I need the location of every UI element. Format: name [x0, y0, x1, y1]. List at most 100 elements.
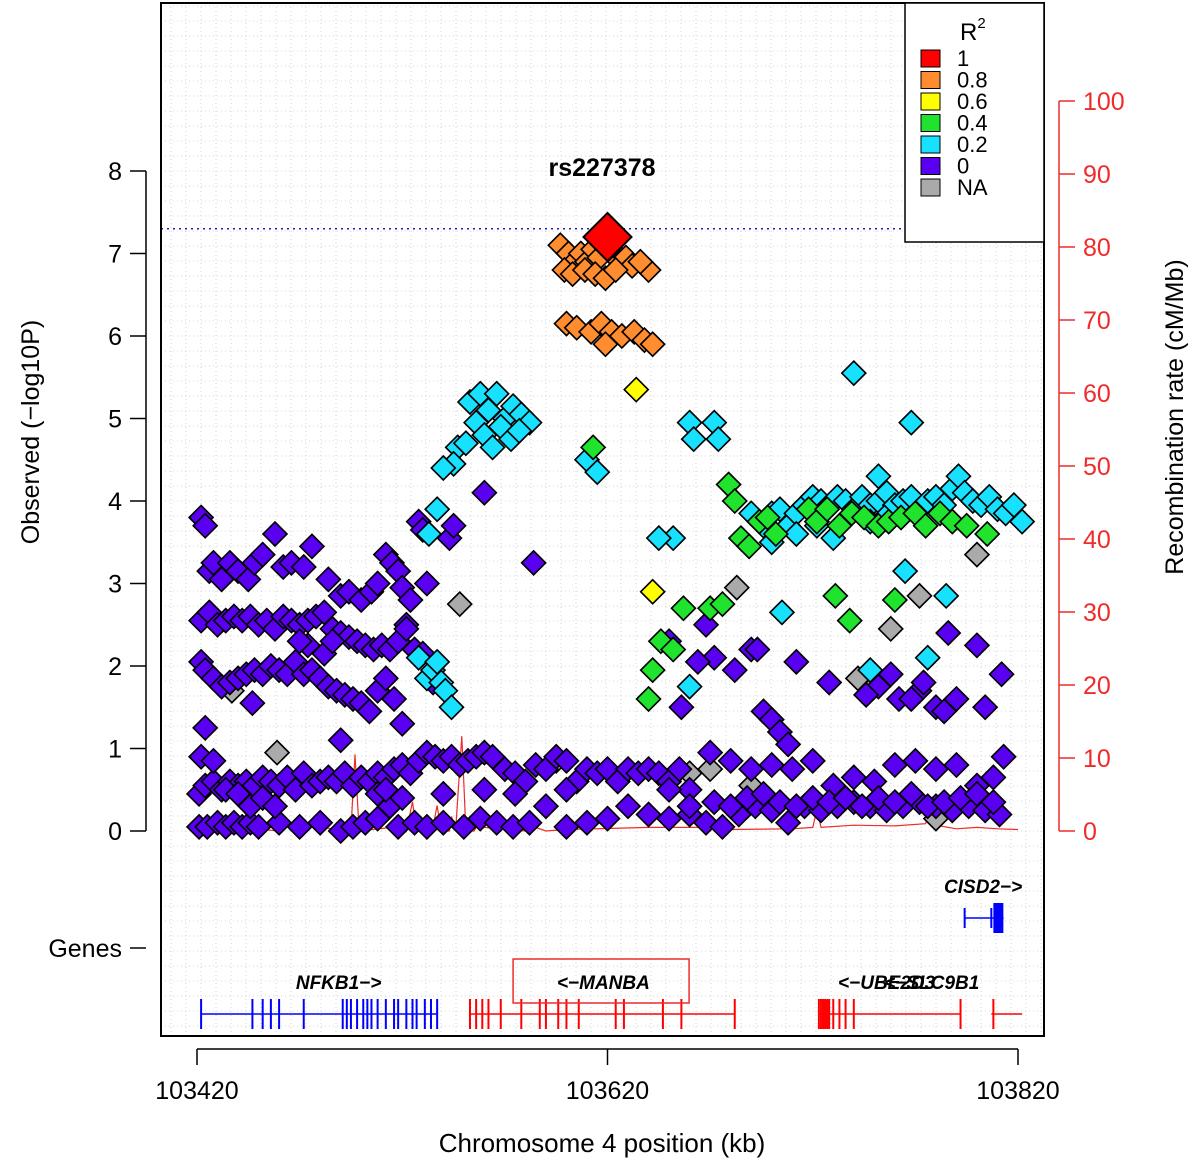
snp-point	[261, 793, 289, 820]
snp-point	[768, 599, 796, 626]
snp-point	[319, 628, 346, 655]
y-tick-label: 8	[108, 158, 122, 186]
snp-point	[744, 636, 771, 663]
snp-point	[779, 755, 806, 783]
snp-point	[192, 714, 219, 742]
snp-point	[898, 409, 925, 436]
right-tick-label: 30	[1083, 599, 1111, 627]
snp-point	[553, 747, 580, 775]
snp-point	[532, 793, 560, 820]
snp-point	[758, 751, 785, 779]
snp-point	[783, 648, 810, 676]
snp-point	[393, 615, 420, 643]
snp-point	[389, 784, 416, 812]
snp-point	[298, 533, 326, 560]
snp-point	[639, 578, 666, 605]
left-y-axis: 0 1 2 3 4 5 6 7 8 Genes	[48, 158, 147, 963]
snp-point	[762, 520, 789, 548]
snp-point	[516, 809, 543, 836]
snp-point	[553, 776, 580, 803]
snp-point	[705, 425, 732, 453]
snp-point	[990, 743, 1017, 770]
snp-point	[735, 533, 763, 560]
snp-point	[963, 541, 991, 568]
snp-point	[857, 656, 884, 684]
snp-point	[635, 801, 662, 828]
snp-point	[563, 314, 590, 341]
snp-point	[783, 520, 810, 548]
y-right-axis-title: Recombination rate (cM/Mb)	[1161, 259, 1189, 574]
x-tick-label: 103420	[155, 1077, 238, 1105]
snp-point	[415, 520, 443, 548]
gene-label: NFKB1−>	[296, 973, 382, 994]
legend-label: 0.6	[957, 89, 988, 114]
snp-point	[1008, 508, 1036, 535]
legend-swatch	[920, 135, 941, 154]
snp-point	[235, 566, 262, 593]
snp-point	[380, 685, 408, 713]
y-tick-label: 0	[108, 818, 122, 846]
legend-swatch	[920, 92, 941, 111]
snp-point	[584, 458, 611, 486]
plot-frame	[160, 2, 1045, 1037]
snp-point	[602, 256, 629, 284]
snp-point	[684, 648, 711, 676]
snp-points	[185, 211, 1036, 845]
right-tick-label: 20	[1083, 672, 1111, 700]
snp-point	[721, 656, 748, 684]
snp-point	[413, 570, 441, 597]
snp-point	[446, 590, 473, 618]
snp-point	[614, 793, 642, 820]
snp-point	[192, 512, 219, 539]
y-tick-label: 5	[108, 406, 122, 434]
y-tick-label: 2	[108, 653, 122, 681]
right-tick-label: 90	[1083, 161, 1111, 189]
snp-point	[799, 747, 826, 775]
snp-point	[906, 582, 933, 610]
gene-label: <−UBE2D3	[838, 973, 936, 994]
snp-point	[582, 211, 633, 263]
snp-point	[902, 747, 929, 775]
right-tick-label: 80	[1083, 234, 1111, 262]
right-y-axis: 0 10 20 30 40 50 60 70 80 90 100	[1058, 88, 1125, 846]
snp-point	[914, 644, 941, 671]
gene-label: CISD2−>	[944, 877, 1022, 898]
gene-exon-block	[823, 1000, 830, 1028]
snp-point	[676, 673, 703, 700]
snp-point	[943, 751, 970, 779]
snp-point	[670, 595, 697, 622]
right-tick-label: 40	[1083, 526, 1111, 554]
x-tick-label: 103820	[976, 1077, 1059, 1105]
legend-label: NA	[957, 175, 988, 200]
snp-point	[372, 665, 399, 692]
snp-point	[822, 582, 849, 610]
snp-point	[723, 574, 750, 601]
gene-track: NFKB1−> <−MANBA <−UBE2D3<−SLC9B1 CISD2−>	[200, 877, 1022, 1029]
snp-point	[935, 619, 962, 647]
snp-point	[405, 644, 432, 671]
snp-point	[239, 689, 266, 717]
snp-point	[980, 788, 1007, 816]
snp-point	[774, 731, 802, 758]
snp-point	[877, 615, 904, 643]
snp-point	[438, 694, 465, 721]
snp-point	[910, 669, 937, 696]
right-tick-label: 60	[1083, 380, 1111, 408]
y-tick-label: 4	[108, 488, 122, 516]
snp-point	[479, 434, 506, 461]
snp-point	[261, 520, 289, 548]
right-tick-label: 50	[1083, 453, 1111, 481]
gene-label: <−MANBA	[557, 973, 650, 994]
snp-point	[639, 656, 666, 684]
snp-point	[627, 248, 654, 275]
snp-point	[972, 694, 999, 721]
snp-point	[709, 813, 736, 841]
snp-point	[645, 524, 672, 552]
snp-point	[389, 710, 416, 737]
gene-exon-block	[993, 903, 1004, 933]
snp-point	[430, 809, 457, 836]
snp-point	[680, 425, 707, 453]
snp-point	[696, 755, 724, 783]
